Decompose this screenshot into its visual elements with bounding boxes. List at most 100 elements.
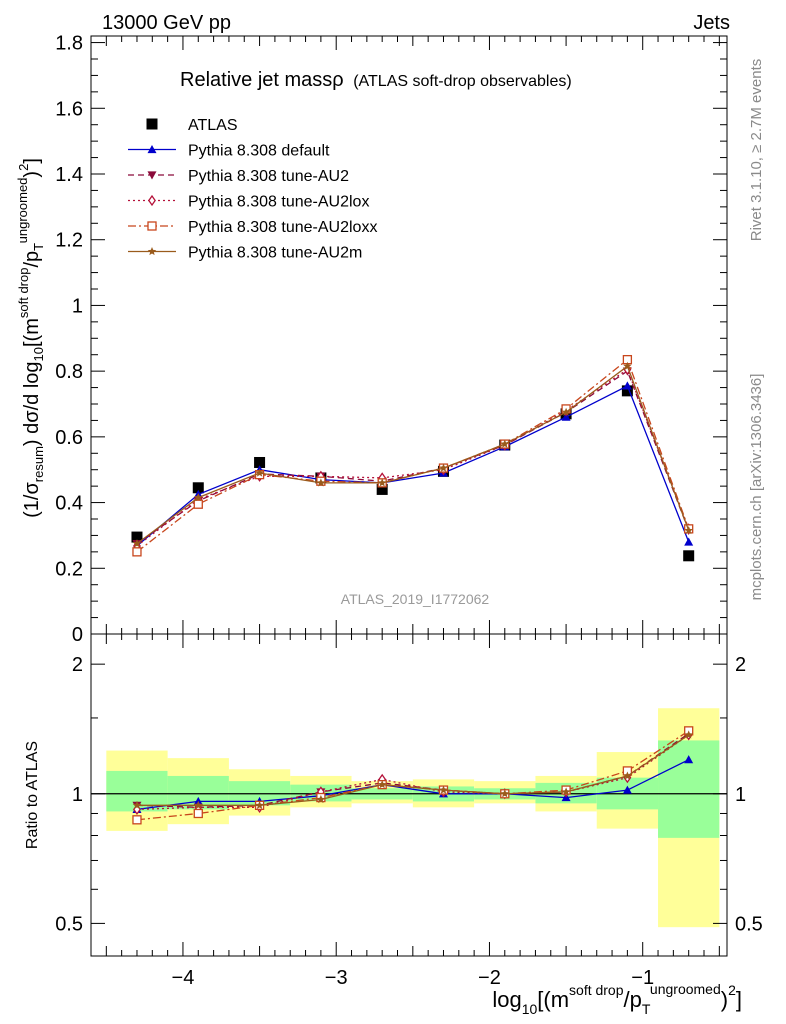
marker-square xyxy=(254,456,266,468)
legend-entry: Pythia 8.308 tune-AU2loxx xyxy=(128,219,377,236)
analysis-watermark: ATLAS_2019_I1772062 xyxy=(341,591,490,607)
ylabel-sub: 10 xyxy=(31,347,46,361)
ylabel-sub: T xyxy=(31,243,46,251)
main-series xyxy=(132,381,694,550)
xlabel-part: ] xyxy=(736,987,742,1012)
marker-star xyxy=(377,478,387,487)
ylabel-part: [(m xyxy=(21,318,43,347)
x-tick-label: −1 xyxy=(631,967,654,989)
ratio-series-group xyxy=(132,726,694,825)
y-tick-label: 0.6 xyxy=(55,427,83,449)
marker-star xyxy=(377,780,387,789)
marker-star xyxy=(194,493,203,502)
rivet-version-label: Rivet 3.1.10, ≥ 2.7M events xyxy=(748,59,765,242)
y-tick-label: 0 xyxy=(72,624,83,646)
marker-star xyxy=(132,800,142,809)
ratio-line xyxy=(137,734,690,806)
legend-label: ATLAS xyxy=(188,117,238,134)
y-tick-label: 1.4 xyxy=(55,164,83,186)
legend: ATLAS Pythia 8.308 default Pythia 8.308 tu… xyxy=(128,117,377,262)
legend-entry: Pythia 8.308 tune-AU2lox xyxy=(128,194,369,211)
chart-title: Relative jet massρ (ATLAS soft-drop obse… xyxy=(180,69,572,91)
x-tick-label: −4 xyxy=(172,967,195,989)
ratio-series xyxy=(132,730,693,809)
y-tick-label: 2 xyxy=(72,654,83,676)
y-tick-label: 1.8 xyxy=(55,33,83,55)
legend-label: Pythia 8.308 tune-AU2 xyxy=(188,168,349,185)
marker-diamond-open xyxy=(148,194,156,207)
mcplots-label: mcplots.cern.ch [arXiv:1306.3436] xyxy=(748,374,765,601)
ylabel-part: ) dσ/d log xyxy=(21,361,43,446)
ratio-plot-frame xyxy=(90,633,728,957)
process-label: Jets xyxy=(693,12,730,34)
ylabel-sup: 2 xyxy=(16,164,31,171)
legend-entry: Pythia 8.308 default xyxy=(128,143,330,160)
marker-star xyxy=(684,730,693,739)
marker-star xyxy=(439,463,448,472)
legend-label: Pythia 8.308 tune-AU2m xyxy=(188,245,362,262)
marker-star xyxy=(255,800,264,809)
ylabel-part: ) xyxy=(21,171,43,178)
ratio-x-axis: −4 −3 −2 −1 xyxy=(90,634,720,989)
y-tick-label: 0.2 xyxy=(55,558,83,580)
series-line xyxy=(136,384,690,547)
marker-triangle-up xyxy=(622,381,632,390)
marker-star xyxy=(623,771,632,780)
y-tick-label: 0.5 xyxy=(55,913,83,935)
marker-triangle-up xyxy=(622,785,632,794)
marker-triangle-up xyxy=(684,755,694,764)
marker-star xyxy=(684,526,693,535)
main-plot-frame xyxy=(90,35,728,635)
legend-label: Pythia 8.308 default xyxy=(188,143,330,160)
xlabel-part: [(m xyxy=(537,987,569,1012)
marker-star xyxy=(623,361,632,370)
x-tick-label: −3 xyxy=(325,967,348,989)
marker-square-open xyxy=(147,221,157,231)
x-tick-label: −2 xyxy=(478,967,501,989)
energy-label: 13000 GeV pp xyxy=(102,12,231,34)
marker-square xyxy=(621,385,633,397)
y-tick-label-right: 1 xyxy=(735,784,746,806)
legend-entry: Pythia 8.308 tune-AU2 xyxy=(128,168,349,185)
marker-star xyxy=(500,439,510,448)
ratio-plot-panel: 0.5 0.5 1 1 2 2 −4 −3 −2 −1 xyxy=(55,633,763,989)
xlabel-sup: soft drop xyxy=(569,982,624,998)
marker-square-open xyxy=(193,499,203,509)
y-tick-label: 0.4 xyxy=(55,493,83,515)
marker-triangle-down xyxy=(147,171,157,180)
ylabel-sup: ungroomed xyxy=(15,178,30,244)
series-line xyxy=(136,365,690,545)
marker-star xyxy=(561,407,571,416)
ratio-uncertainty-bands xyxy=(91,708,727,928)
y-tick-label: 1 xyxy=(72,784,83,806)
xlabel-sub: T xyxy=(642,1001,651,1017)
xlabel-part: log xyxy=(492,987,521,1012)
ratio-line xyxy=(136,759,689,811)
y-tick-label: 0.8 xyxy=(55,361,83,383)
marker-star xyxy=(132,539,142,548)
marker-triangle-up xyxy=(684,537,694,546)
y-tick-label-right: 2 xyxy=(735,654,746,676)
marker-square xyxy=(146,118,158,130)
ylabel-sub: resum xyxy=(31,446,46,482)
ratio-line xyxy=(136,734,690,811)
ratio-y-axis: 0.5 0.5 1 1 2 2 xyxy=(55,654,763,935)
series-line xyxy=(136,368,690,547)
legend-label: Pythia 8.308 tune-AU2loxx xyxy=(188,219,377,236)
marker-square-open xyxy=(132,547,142,557)
xlabel-sub: 10 xyxy=(522,1001,538,1017)
ylabel-part: /p xyxy=(21,251,43,268)
legend-label: Pythia 8.308 tune-AU2lox xyxy=(188,194,369,211)
main-x-ticks xyxy=(90,36,720,634)
main-y-axis-label: (1/σresum) dσ/d log10[(msoft drop/pTungr… xyxy=(15,158,46,518)
marker-star xyxy=(316,795,326,804)
marker-square-open xyxy=(132,815,142,825)
xlabel-sup: ungroomed xyxy=(650,981,721,997)
marker-square xyxy=(683,550,695,562)
ylabel-part: ] xyxy=(21,158,43,164)
series-line xyxy=(136,370,690,545)
marker-square xyxy=(131,531,143,543)
marker-star xyxy=(194,800,203,809)
marker-star xyxy=(561,787,571,796)
